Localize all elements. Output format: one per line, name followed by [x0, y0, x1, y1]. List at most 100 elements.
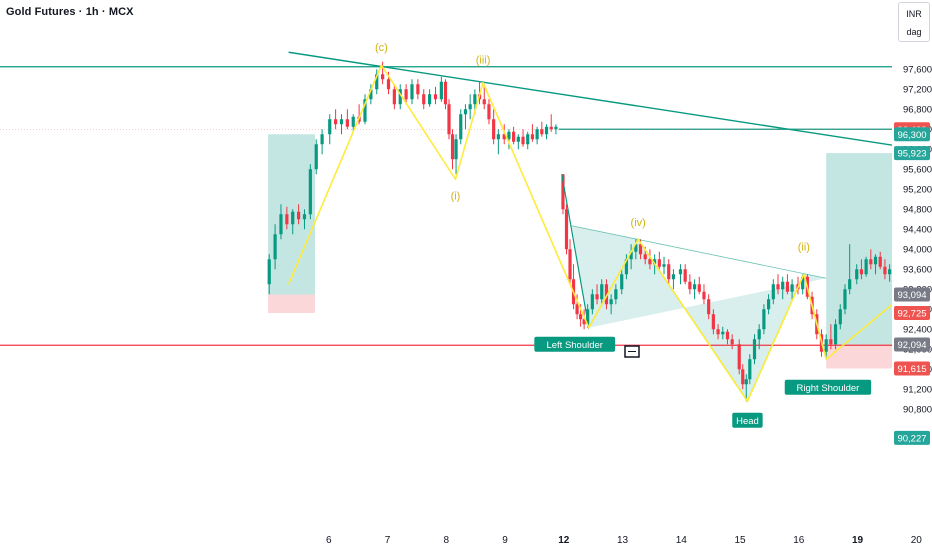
candle-body-73 — [638, 244, 643, 255]
candle-body-112 — [824, 339, 828, 352]
trend-lines[interactable] — [288, 51, 932, 190]
candle-body-34 — [459, 114, 463, 140]
candle-body-124 — [883, 266, 887, 275]
candle-body-74 — [643, 254, 647, 260]
candle-body-93 — [737, 344, 741, 370]
candle-body-123 — [878, 256, 882, 267]
y-tick-8: 94,400 — [903, 224, 932, 235]
time-axis[interactable] — [0, 528, 892, 550]
candle-body-44 — [507, 131, 511, 140]
candle-body-21 — [392, 89, 396, 105]
candle-body-120 — [864, 259, 868, 275]
x-tick-5: 13 — [617, 535, 629, 546]
candle-body-100 — [767, 299, 771, 310]
y-tick-9: 94,000 — [903, 244, 932, 255]
x-tick-10: 20 — [911, 535, 923, 546]
price-badge-bg-6 — [894, 361, 930, 376]
candle-body-115 — [838, 309, 842, 325]
candle-body-52 — [544, 126, 549, 135]
candle-body-30 — [443, 81, 448, 105]
candle-body-1 — [273, 234, 277, 260]
candle-body-107 — [801, 276, 805, 290]
candle-body-77 — [657, 259, 661, 267]
candle-body-66 — [604, 284, 609, 305]
candle-body-41 — [492, 119, 496, 140]
candle-body-16 — [363, 99, 367, 122]
candle-body-31 — [447, 104, 451, 135]
symbol-title[interactable]: Gold Futures · 1h · MCX — [6, 6, 134, 18]
candle-body-101 — [771, 284, 775, 300]
candle-body-102 — [776, 284, 780, 290]
candle-body-3 — [285, 214, 289, 225]
head-shoulders-fill — [571, 225, 827, 402]
price-badge-bg-5 — [894, 337, 930, 352]
candle-body-68 — [614, 289, 618, 300]
x-tick-labels: 67891213141516192021222326 — [326, 535, 923, 546]
y-tick-16: 91,200 — [903, 384, 932, 395]
candle-body-59 — [575, 304, 579, 315]
candle-body-39 — [482, 99, 486, 105]
candle-body-118 — [855, 269, 859, 280]
x-tick-0: 6 — [326, 535, 332, 546]
x-tick-8: 16 — [793, 535, 805, 546]
candle-body-50 — [535, 129, 539, 140]
candle-body-29 — [439, 81, 443, 100]
candle-body-42 — [496, 134, 500, 140]
candle-body-24 — [410, 84, 414, 100]
candle-body-10 — [328, 119, 332, 135]
candle-body-87 — [707, 299, 711, 315]
candle-body-67 — [609, 299, 613, 305]
candle-body-9 — [320, 134, 324, 145]
candle-body-63 — [590, 294, 594, 310]
candle-body-83 — [688, 281, 692, 290]
candle-body-114 — [833, 324, 838, 345]
candle-body-55 — [561, 174, 565, 210]
candle-body-54 — [554, 126, 558, 130]
candle-body-88 — [711, 314, 715, 330]
candle-marker — [624, 345, 640, 358]
candle-body-61 — [582, 319, 586, 325]
price-badge-4: 92,725 — [897, 309, 926, 320]
candle-body-125 — [888, 269, 892, 275]
candle-body-35 — [463, 109, 468, 115]
pattern-label-bg-2 — [784, 379, 872, 395]
candle-body-19 — [381, 74, 385, 80]
candle-body-89 — [716, 329, 720, 335]
trend-line-0 — [288, 51, 932, 153]
wave-label-3: (iv) — [631, 217, 646, 229]
price-badge-3: 93,094 — [897, 290, 926, 301]
candle-body-117 — [848, 279, 852, 290]
currency-unit-button[interactable]: INR dag — [898, 2, 930, 42]
elliott-wave-zigzag[interactable] — [287, 64, 932, 403]
candle-body-105 — [790, 284, 794, 292]
candle-body-103 — [781, 281, 785, 290]
x-tick-9: 19 — [852, 535, 864, 546]
candle-body-119 — [859, 269, 864, 275]
candle-body-113 — [829, 339, 833, 345]
price-badge-5: 92,094 — [897, 340, 926, 351]
price-badge-bg-7 — [894, 430, 930, 445]
candle-body-49 — [530, 134, 535, 140]
horizontal-levels[interactable] — [0, 66, 932, 346]
candle-body-51 — [540, 129, 544, 135]
candle-body-82 — [683, 269, 687, 282]
candle-body-80 — [671, 274, 676, 280]
price-badge-bg-1 — [894, 127, 930, 142]
marker-box-icon — [624, 345, 640, 358]
candle-body-43 — [502, 134, 506, 140]
candle-body-85 — [697, 284, 701, 292]
candle-body-122 — [873, 256, 878, 265]
candle-body-76 — [653, 259, 657, 265]
candle-body-40 — [487, 104, 491, 120]
pattern-label-bg-0 — [534, 336, 616, 352]
candle-body-95 — [744, 379, 748, 385]
candle-body-36 — [468, 104, 472, 110]
candle-body-46 — [516, 136, 520, 142]
candle-body-62 — [586, 309, 590, 325]
y-tick-0: 97,600 — [903, 64, 932, 75]
candle-body-72 — [634, 244, 638, 252]
zigzag-polyline — [287, 64, 932, 403]
candle-body-71 — [629, 251, 633, 260]
